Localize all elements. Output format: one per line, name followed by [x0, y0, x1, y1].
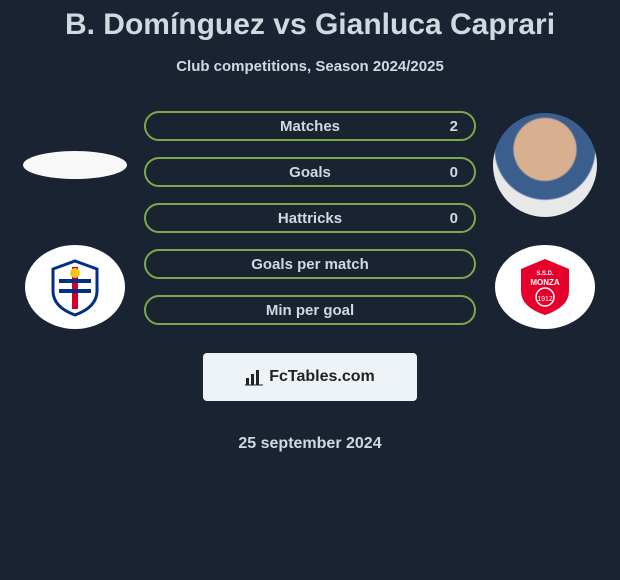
bologna-crest-icon [45, 257, 105, 317]
page-subtitle: Club competitions, Season 2024/2025 [176, 58, 444, 75]
stat-label: Min per goal [266, 302, 354, 319]
stat-min-per-goal: Min per goal [144, 295, 476, 325]
comparison-card: B. Domínguez vs Gianluca Caprari Club co… [0, 0, 620, 580]
club-left-logo [25, 245, 125, 329]
stat-goals: Goals 0 [144, 157, 476, 187]
stat-goals-per-match: Goals per match [144, 249, 476, 279]
comparison-area: Matches 2 Goals 0 Hattricks 0 Goals per … [0, 111, 620, 453]
page-title: B. Domínguez vs Gianluca Caprari [65, 8, 555, 42]
stat-matches: Matches 2 [144, 111, 476, 141]
player-right-avatar [493, 113, 597, 217]
stat-label: Hattricks [278, 210, 342, 227]
stats-column: Matches 2 Goals 0 Hattricks 0 Goals per … [140, 111, 480, 453]
right-column: S.S.D. MONZA 1912 [480, 111, 610, 329]
stat-value: 0 [450, 164, 458, 181]
date-text: 25 september 2024 [238, 435, 381, 453]
stat-value: 0 [450, 210, 458, 227]
stat-value: 2 [450, 118, 458, 135]
stat-label: Matches [280, 118, 340, 135]
brand-box: FcTables.com [203, 353, 417, 401]
stat-hattricks: Hattricks 0 [144, 203, 476, 233]
avatar-placeholder [23, 151, 127, 179]
player-left-avatar [23, 113, 127, 217]
svg-text:MONZA: MONZA [530, 278, 560, 287]
stat-label: Goals per match [251, 256, 369, 273]
bar-chart-icon [245, 368, 263, 386]
svg-text:1912: 1912 [537, 296, 553, 303]
brand-text: FcTables.com [269, 368, 375, 386]
avatar-image [493, 113, 597, 217]
monza-crest-icon: S.S.D. MONZA 1912 [513, 255, 577, 319]
svg-text:S.S.D.: S.S.D. [536, 271, 554, 277]
stat-label: Goals [289, 164, 331, 181]
club-right-logo: S.S.D. MONZA 1912 [495, 245, 595, 329]
left-column [10, 111, 140, 329]
